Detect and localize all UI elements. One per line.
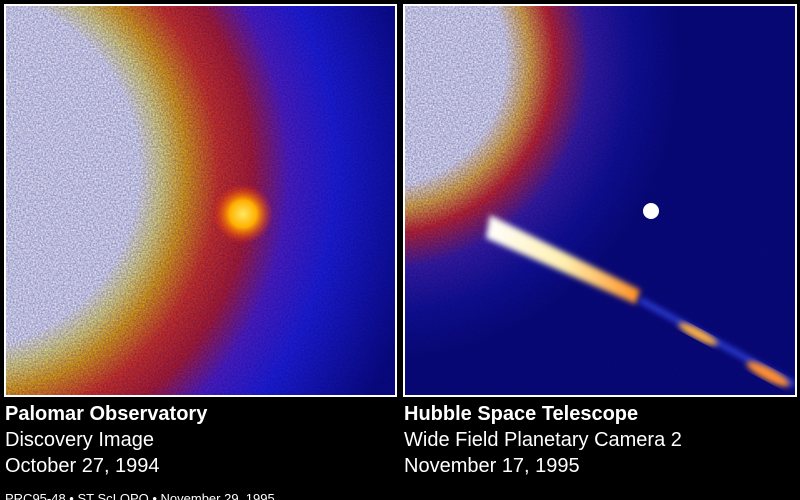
panel-caption: Discovery Image xyxy=(5,429,154,451)
credit: PRC95-48 • ST ScI OPO • November 29, 199… xyxy=(5,491,275,500)
palomar-image xyxy=(5,5,396,396)
hubble-image xyxy=(404,5,796,396)
panel-title: Palomar Observatory xyxy=(5,403,208,425)
panel-border xyxy=(403,4,797,397)
panel-caption: November 17, 1995 xyxy=(404,455,580,477)
panel-border xyxy=(4,4,397,397)
panel-title: Hubble Space Telescope xyxy=(404,403,638,425)
panel-caption: October 27, 1994 xyxy=(5,455,160,477)
panel-caption: Wide Field Planetary Camera 2 xyxy=(404,429,682,451)
